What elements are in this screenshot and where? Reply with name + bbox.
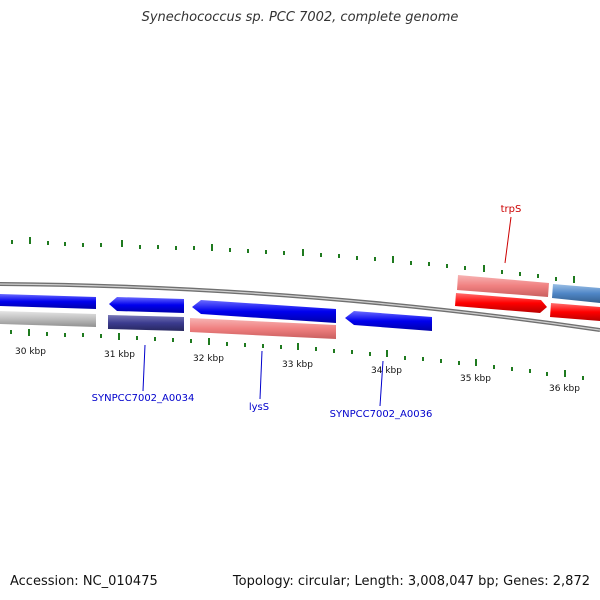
gene-label-A0034[interactable]: SYNPCC7002_A0034	[92, 393, 195, 404]
tick-label-31kbp: 31 kbp	[104, 350, 135, 360]
gene-label-trpS[interactable]: trpS	[501, 204, 522, 215]
tick-label-36kbp: 36 kbp	[549, 384, 580, 394]
tick-label-32kbp: 32 kbp	[193, 354, 224, 364]
accession-text: Accession: NC_010475	[10, 574, 158, 589]
gene-lysS-upper[interactable]	[192, 300, 336, 323]
gene-reverse-gray[interactable]	[0, 311, 96, 327]
gene-forward-steel[interactable]	[552, 284, 600, 303]
gene-A0034-upper[interactable]	[109, 297, 184, 313]
gene-lysS-lower[interactable]	[190, 318, 336, 339]
gene-A0036[interactable]	[345, 311, 432, 331]
gene-A0034-lower[interactable]	[108, 315, 184, 331]
inner-tick-row	[10, 329, 584, 380]
gene-forward-trpS[interactable]	[457, 275, 549, 297]
tick-label-33kbp: 33 kbp	[282, 360, 313, 370]
tick-label-34kbp: 34 kbp	[371, 366, 402, 376]
tick-label-35kbp: 35 kbp	[460, 374, 491, 384]
gene-label-lysS[interactable]: lysS	[249, 402, 269, 413]
genome-title: Synechococcus sp. PCC 7002, complete gen…	[141, 10, 459, 25]
genome-backbone-highlight	[0, 283, 600, 331]
leader-line-trpS	[504, 216, 512, 264]
gene-label-A0036[interactable]: SYNPCC7002_A0036	[330, 409, 433, 420]
genome-summary-text: Topology: circular; Length: 3,008,047 bp…	[232, 574, 590, 589]
gene-forward-red-right[interactable]	[550, 303, 600, 321]
tick-label-30kbp: 30 kbp	[15, 347, 46, 357]
leader-line-A0034	[142, 344, 146, 392]
leader-line-lysS	[259, 350, 263, 400]
outer-tick-row	[11, 237, 575, 283]
gene-forward-red[interactable]	[455, 293, 547, 313]
leader-line-A0036	[379, 360, 384, 407]
gene-forward-left[interactable]	[0, 294, 96, 309]
